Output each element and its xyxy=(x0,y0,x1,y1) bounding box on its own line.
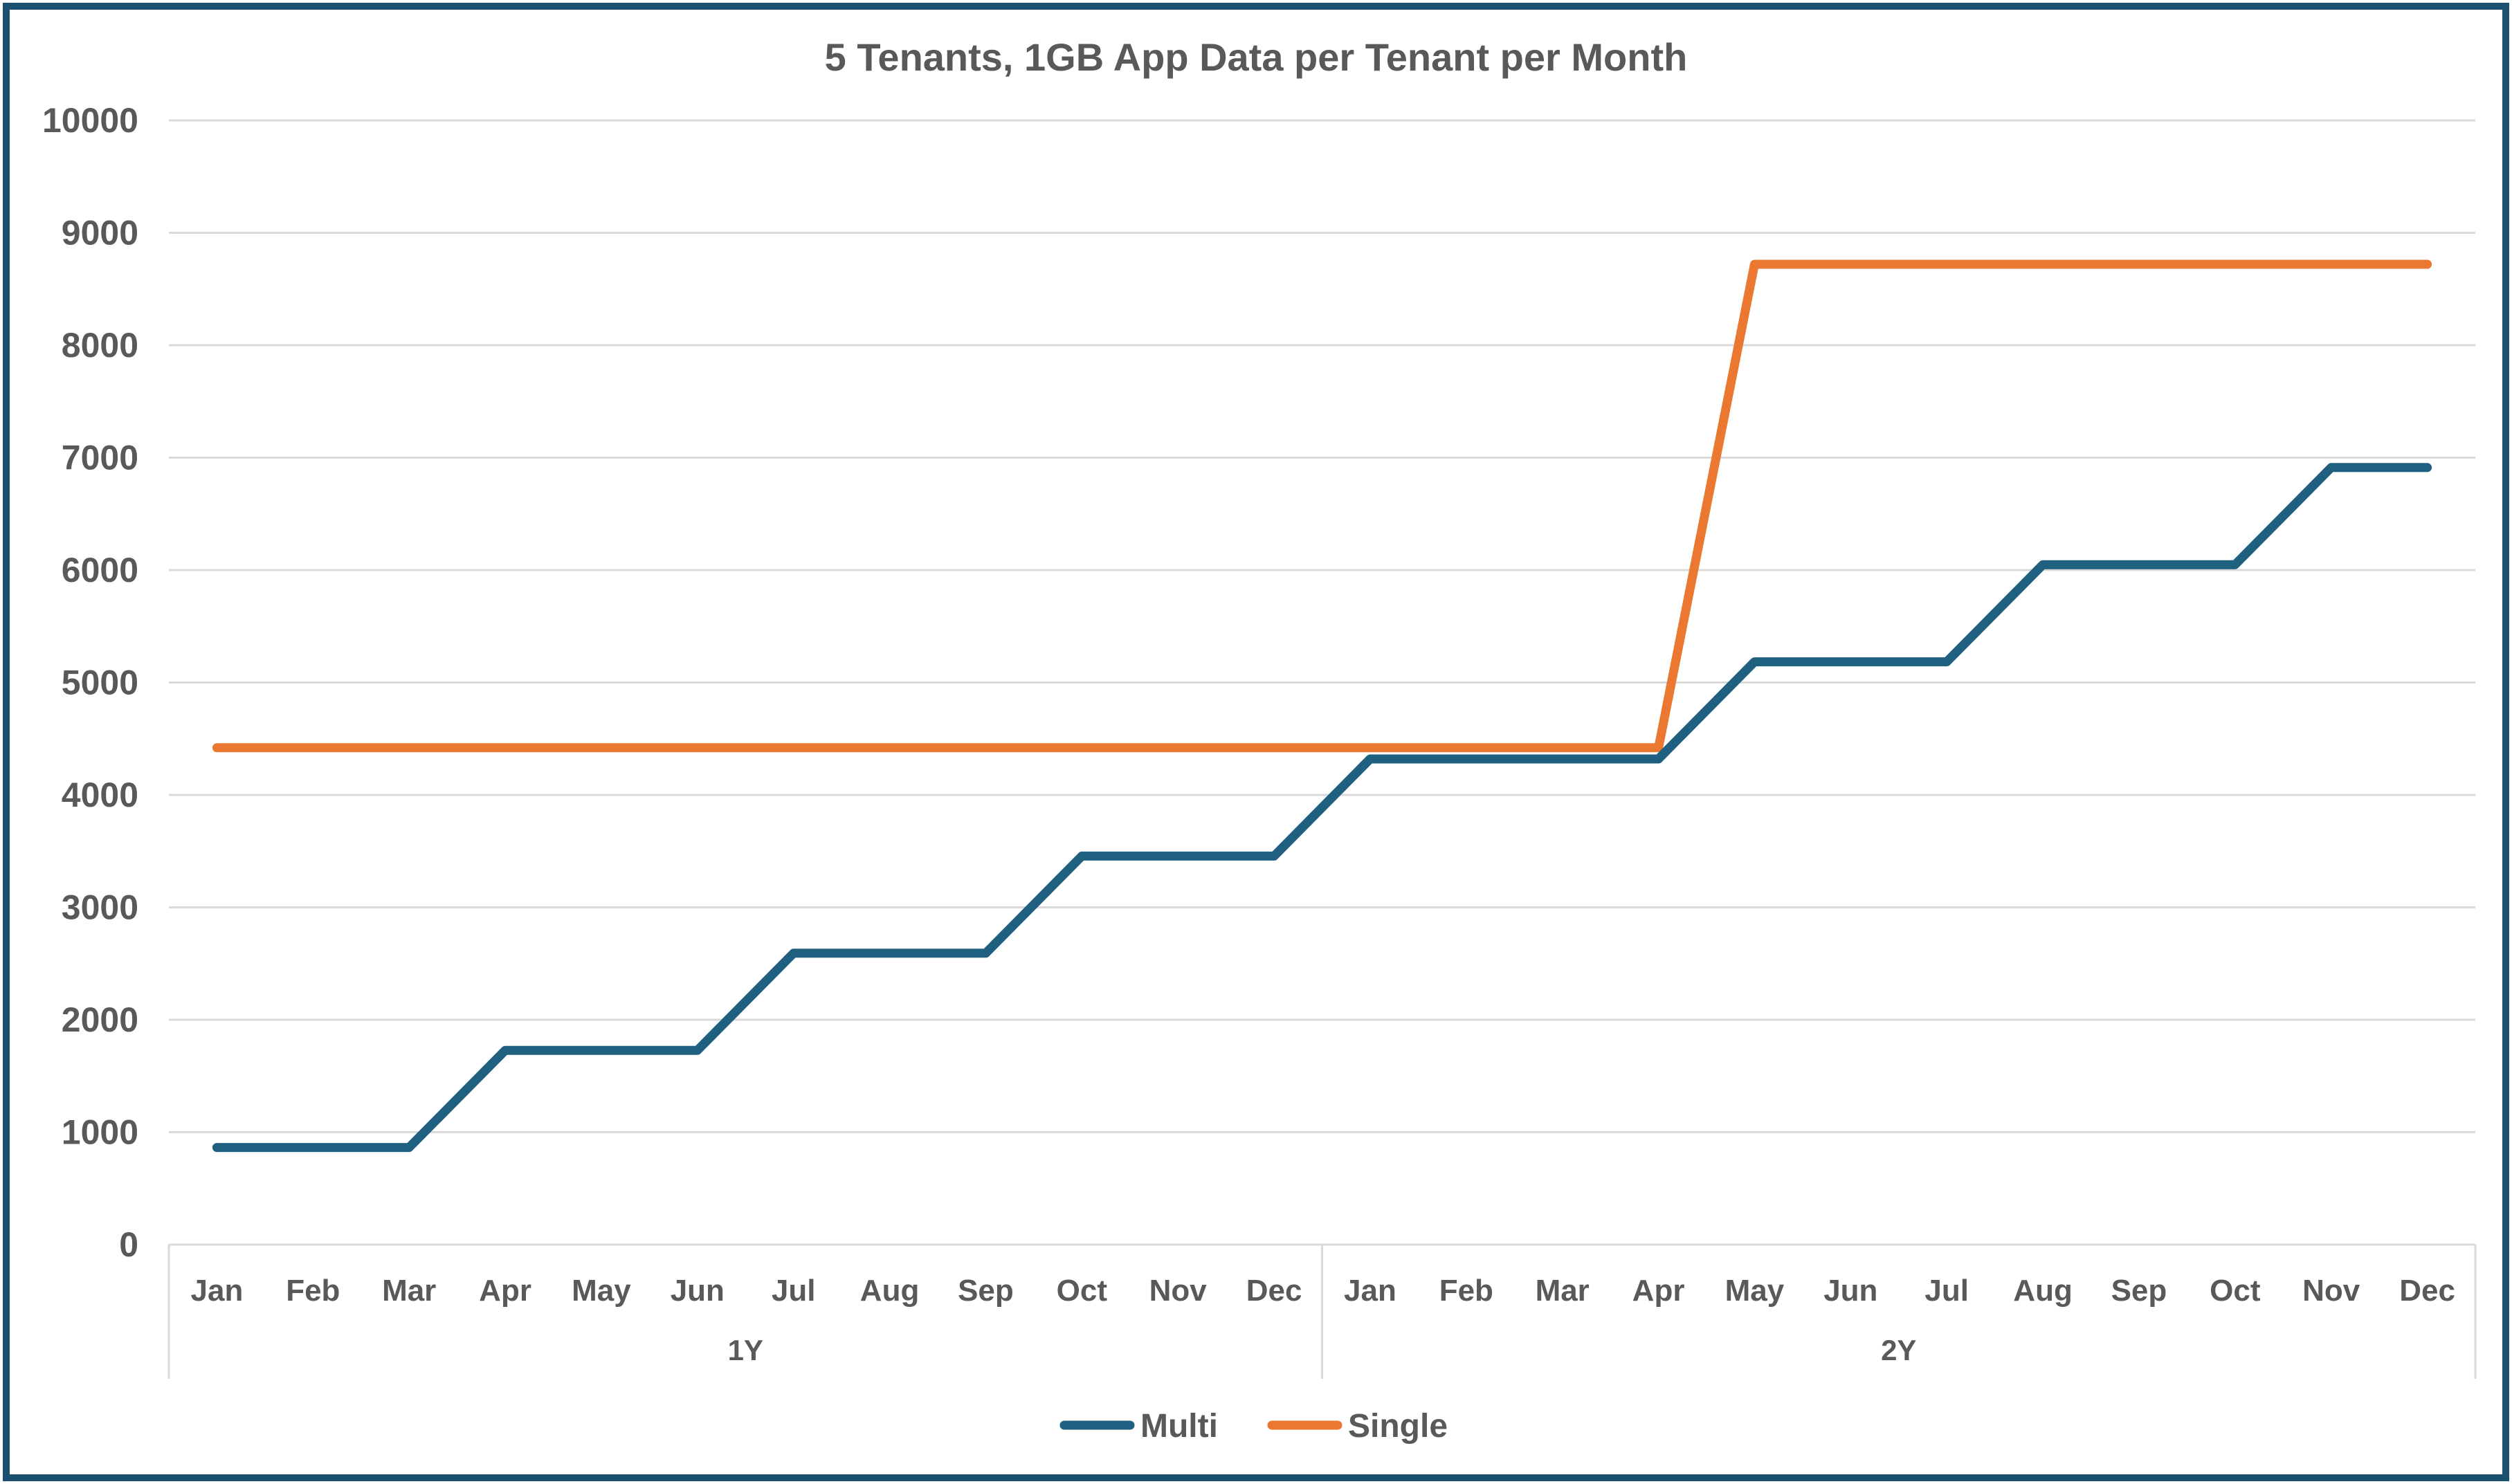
month-label: Dec xyxy=(1246,1274,1302,1308)
month-label: Nov xyxy=(1149,1274,1208,1308)
month-label: Mar xyxy=(382,1274,436,1308)
month-label: Apr xyxy=(479,1274,531,1308)
plot-svg: 5 Tenants, 1GB App Data per Tenant per M… xyxy=(42,35,2477,1445)
month-label: Jan xyxy=(191,1274,244,1308)
y-axis-tick-label: 8000 xyxy=(62,326,138,365)
month-label: Oct xyxy=(1057,1274,1108,1308)
month-label: May xyxy=(1725,1274,1785,1308)
month-label: Feb xyxy=(286,1274,340,1308)
month-label: Feb xyxy=(1439,1274,1493,1308)
legend-label-single: Single xyxy=(1348,1408,1448,1445)
y-axis-tick-label: 2000 xyxy=(62,1000,138,1039)
month-label: Aug xyxy=(860,1274,920,1308)
month-label: Mar xyxy=(1536,1274,1590,1308)
month-label: Apr xyxy=(1632,1274,1685,1308)
y-axis-tick-label: 0 xyxy=(119,1225,138,1264)
y-axis-tick-label: 3000 xyxy=(62,888,138,927)
month-label: Nov xyxy=(2302,1274,2360,1308)
year-group-label: 1Y xyxy=(728,1334,763,1366)
month-label: Sep xyxy=(958,1274,1014,1308)
month-label: Jun xyxy=(1823,1274,1877,1308)
y-axis-tick-label: 6000 xyxy=(62,551,138,589)
month-label: May xyxy=(572,1274,631,1308)
legend-group: Multi Single xyxy=(1059,1408,1448,1445)
y-axis-tick-label: 7000 xyxy=(62,439,138,477)
series-lines-group xyxy=(212,259,2432,1153)
month-label: Oct xyxy=(2210,1274,2261,1308)
y-axis-tick-label: 10000 xyxy=(42,101,138,140)
year-group-label: 2Y xyxy=(1881,1334,1916,1366)
y-axis-tick-label: 5000 xyxy=(62,663,138,702)
month-label: Jul xyxy=(772,1274,816,1308)
series-line-multi xyxy=(212,463,2432,1153)
y-axis-tick-label: 1000 xyxy=(62,1113,138,1152)
month-label: Jan xyxy=(1344,1274,1396,1308)
y-axis-tick-label: 9000 xyxy=(62,214,138,253)
gridlines-group xyxy=(169,119,2475,1246)
month-label: Aug xyxy=(2013,1274,2073,1308)
chart-frame: 5 Tenants, 1GB App Data per Tenant per M… xyxy=(3,3,2509,1481)
y-axis-tick-label: 4000 xyxy=(62,776,138,814)
chart-title: 5 Tenants, 1GB App Data per Tenant per M… xyxy=(825,35,1688,79)
month-label: Jul xyxy=(1924,1274,1969,1308)
x-axis-labels-group: Jan Feb Mar Apr May Jun Jul Aug Sep Oct Nov Dec Jan F… xyxy=(167,1245,2477,1379)
series-line-single xyxy=(212,259,2432,753)
legend-label-multi: Multi xyxy=(1140,1408,1218,1445)
month-label: Dec xyxy=(2399,1274,2455,1308)
y-axis-labels-group: 0 1000 2000 3000 4000 5000 6000 7000 8000 9000 100… xyxy=(42,101,138,1264)
month-label: Sep xyxy=(2111,1274,2167,1308)
month-label: Jun xyxy=(671,1274,725,1308)
